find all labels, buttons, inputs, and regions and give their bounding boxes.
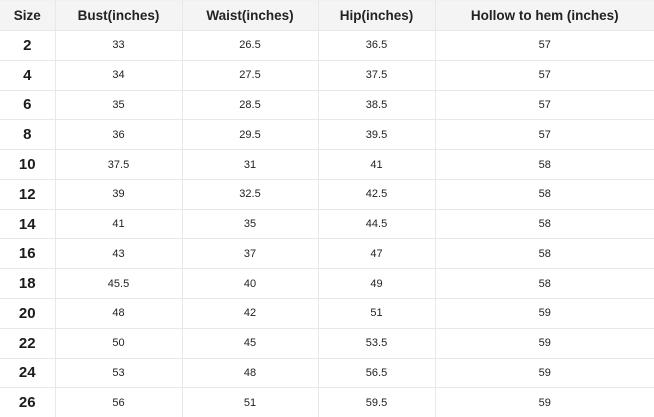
value-cell: 26.5 bbox=[181, 30, 319, 61]
size-cell: 22 bbox=[0, 327, 56, 359]
value-cell: 56.5 bbox=[317, 357, 436, 389]
column-header: Bust(inches) bbox=[54, 0, 183, 31]
size-cell: 2 bbox=[0, 30, 56, 61]
value-cell: 28.5 bbox=[181, 89, 319, 121]
table-row: 6 35 28.5 38.5 57 bbox=[0, 89, 654, 121]
table-row: 18 45.5 40 49 58 bbox=[0, 268, 654, 300]
value-cell: 44.5 bbox=[317, 208, 436, 240]
value-cell: 57 bbox=[434, 89, 654, 121]
value-cell: 39 bbox=[54, 178, 183, 210]
value-cell: 33 bbox=[54, 30, 183, 61]
value-cell: 42 bbox=[181, 298, 319, 329]
value-cell: 34 bbox=[54, 59, 183, 91]
value-cell: 48 bbox=[54, 298, 183, 329]
value-cell: 51 bbox=[317, 298, 436, 329]
value-cell: 53.5 bbox=[317, 327, 436, 359]
value-cell: 37.5 bbox=[317, 59, 436, 91]
value-cell: 35 bbox=[54, 89, 183, 121]
table-row: 12 39 32.5 42.5 58 bbox=[0, 178, 654, 210]
value-cell: 41 bbox=[317, 149, 436, 180]
size-cell: 26 bbox=[0, 387, 56, 417]
value-cell: 59 bbox=[434, 327, 654, 359]
table-row: 26 56 51 59.5 59 bbox=[0, 387, 654, 417]
value-cell: 53 bbox=[54, 357, 183, 389]
size-cell: 12 bbox=[0, 178, 56, 210]
value-cell: 59 bbox=[434, 298, 654, 329]
value-cell: 58 bbox=[434, 149, 654, 180]
value-cell: 59 bbox=[434, 387, 654, 417]
value-cell: 36 bbox=[54, 119, 183, 151]
table-row: 10 37.5 31 41 58 bbox=[0, 149, 654, 180]
value-cell: 29.5 bbox=[181, 119, 319, 151]
value-cell: 39.5 bbox=[317, 119, 436, 151]
table-row: 14 41 35 44.5 58 bbox=[0, 208, 654, 240]
value-cell: 49 bbox=[317, 268, 436, 300]
size-cell: 14 bbox=[0, 208, 56, 240]
value-cell: 51 bbox=[181, 387, 319, 417]
value-cell: 59 bbox=[434, 357, 654, 389]
value-cell: 35 bbox=[181, 208, 319, 240]
value-cell: 58 bbox=[434, 208, 654, 240]
value-cell: 48 bbox=[181, 357, 319, 389]
table-row: 16 43 37 47 58 bbox=[0, 238, 654, 270]
table-row: 2 33 26.5 36.5 57 bbox=[0, 30, 654, 61]
table-row: 8 36 29.5 39.5 57 bbox=[0, 119, 654, 151]
column-header: Hollow to hem (inches) bbox=[434, 0, 654, 31]
value-cell: 38.5 bbox=[317, 89, 436, 121]
value-cell: 32.5 bbox=[181, 178, 319, 210]
column-header-size: Size bbox=[0, 0, 56, 31]
size-cell: 6 bbox=[0, 89, 56, 121]
value-cell: 42.5 bbox=[317, 178, 436, 210]
value-cell: 50 bbox=[54, 327, 183, 359]
value-cell: 27.5 bbox=[181, 59, 319, 91]
value-cell: 58 bbox=[434, 268, 654, 300]
value-cell: 41 bbox=[54, 208, 183, 240]
value-cell: 36.5 bbox=[317, 30, 436, 61]
value-cell: 59.5 bbox=[317, 387, 436, 417]
column-header: Waist(inches) bbox=[181, 0, 319, 31]
table-row: 24 53 48 56.5 59 bbox=[0, 357, 654, 389]
value-cell: 37.5 bbox=[54, 149, 183, 180]
value-cell: 37 bbox=[181, 238, 319, 270]
column-header: Hip(inches) bbox=[317, 0, 436, 31]
table-header: Size Bust(inches) Waist(inches) Hip(inches)… bbox=[0, 0, 654, 31]
header-row: Size Bust(inches) Waist(inches) Hip(inches)… bbox=[0, 0, 654, 31]
table-row: 22 50 45 53.5 59 bbox=[0, 327, 654, 359]
table-row: 4 34 27.5 37.5 57 bbox=[0, 59, 654, 91]
size-cell: 8 bbox=[0, 119, 56, 151]
value-cell: 57 bbox=[434, 30, 654, 61]
size-cell: 4 bbox=[0, 59, 56, 91]
value-cell: 58 bbox=[434, 178, 654, 210]
value-cell: 45.5 bbox=[54, 268, 183, 300]
value-cell: 40 bbox=[181, 268, 319, 300]
value-cell: 57 bbox=[434, 119, 654, 151]
table-row: 20 48 42 51 59 bbox=[0, 298, 654, 329]
size-cell: 20 bbox=[0, 298, 56, 329]
value-cell: 45 bbox=[181, 327, 319, 359]
size-cell: 16 bbox=[0, 238, 56, 270]
value-cell: 57 bbox=[434, 59, 654, 91]
size-cell: 18 bbox=[0, 268, 56, 300]
value-cell: 31 bbox=[181, 149, 319, 180]
value-cell: 47 bbox=[317, 238, 436, 270]
value-cell: 58 bbox=[434, 238, 654, 270]
size-cell: 10 bbox=[0, 149, 56, 180]
table-body: 2 33 26.5 36.5 57 4 34 27.5 37.5 57 6 35 28.5 38.5 57 8… bbox=[0, 30, 654, 417]
size-cell: 24 bbox=[0, 357, 56, 389]
value-cell: 43 bbox=[54, 238, 183, 270]
value-cell: 56 bbox=[54, 387, 183, 417]
